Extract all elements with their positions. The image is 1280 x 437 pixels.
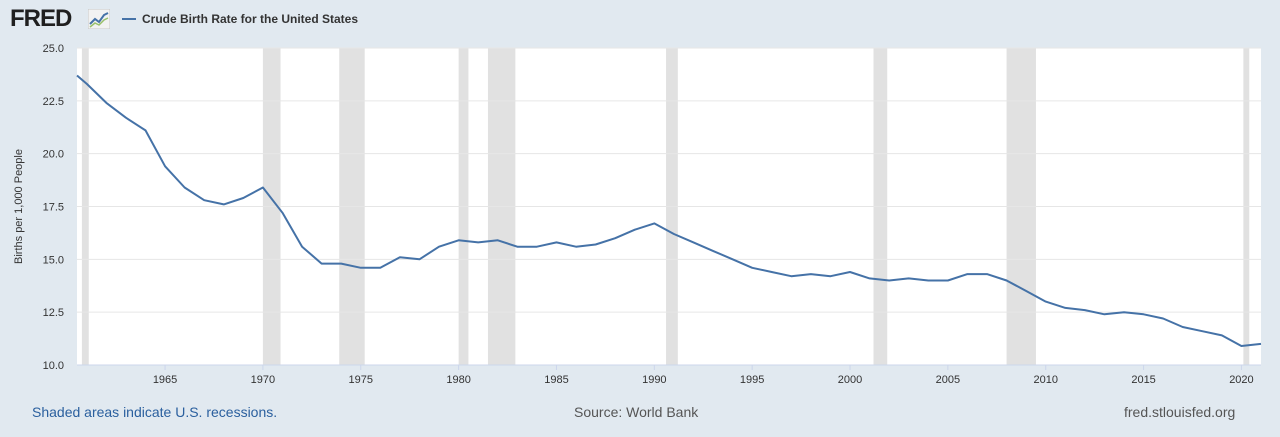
- recession-note: Shaded areas indicate U.S. recessions.: [32, 404, 278, 420]
- x-tick-label: 2015: [1131, 374, 1155, 386]
- source-label: Source: World Bank: [574, 404, 699, 420]
- x-tick-label: 2010: [1033, 374, 1057, 386]
- y-axis-ticks: 10.0 12.5 15.0 17.5 20.0 22.5 25.0: [43, 43, 64, 372]
- y-axis-label: Births per 1,000 People: [13, 149, 25, 264]
- x-tick-label: 1975: [349, 374, 373, 386]
- y-tick-label: 10.0: [43, 360, 64, 372]
- y-tick-label: 12.5: [43, 307, 64, 319]
- x-tick-label: 2005: [936, 374, 960, 386]
- line-chart-icon: [88, 9, 110, 29]
- y-tick-label: 15.0: [43, 254, 64, 266]
- x-tick-label: 1990: [642, 374, 666, 386]
- fred-logo[interactable]: FRED: [10, 5, 72, 32]
- x-tick-label: 2000: [838, 374, 862, 386]
- y-tick-label: 17.5: [43, 202, 64, 214]
- x-axis-ticks: 1965 1970 1975 1980 1985 1990 1995 2000 2005 2010…: [77, 364, 1261, 386]
- x-tick-label: 1985: [544, 374, 568, 386]
- x-tick-label: 1995: [740, 374, 764, 386]
- x-tick-label: 1980: [446, 374, 470, 386]
- series-line[interactable]: [76, 74, 1262, 347]
- chart-header: FRED Crude Birth Rate for the United Sta…: [0, 0, 1280, 40]
- birth-rate-line-chart: 10.0 12.5 15.0 17.5 20.0 22.5 25.0 1965 1970 197…: [13, 43, 1262, 386]
- y-tick-label: 25.0: [43, 43, 64, 55]
- series-layer: [76, 74, 1262, 347]
- x-tick-label: 2020: [1229, 374, 1253, 386]
- site-link[interactable]: fred.stlouisfed.org: [1124, 404, 1236, 420]
- legend-series-label: Crude Birth Rate for the United States: [142, 12, 359, 26]
- chart-legend[interactable]: Crude Birth Rate for the United States: [122, 11, 358, 27]
- grid-lines: [77, 47, 1261, 366]
- x-tick-label: 1965: [153, 374, 177, 386]
- x-tick-label: 1970: [251, 374, 275, 386]
- y-tick-label: 22.5: [43, 96, 64, 108]
- y-tick-label: 20.0: [43, 149, 64, 161]
- legend-line-swatch: [122, 18, 136, 20]
